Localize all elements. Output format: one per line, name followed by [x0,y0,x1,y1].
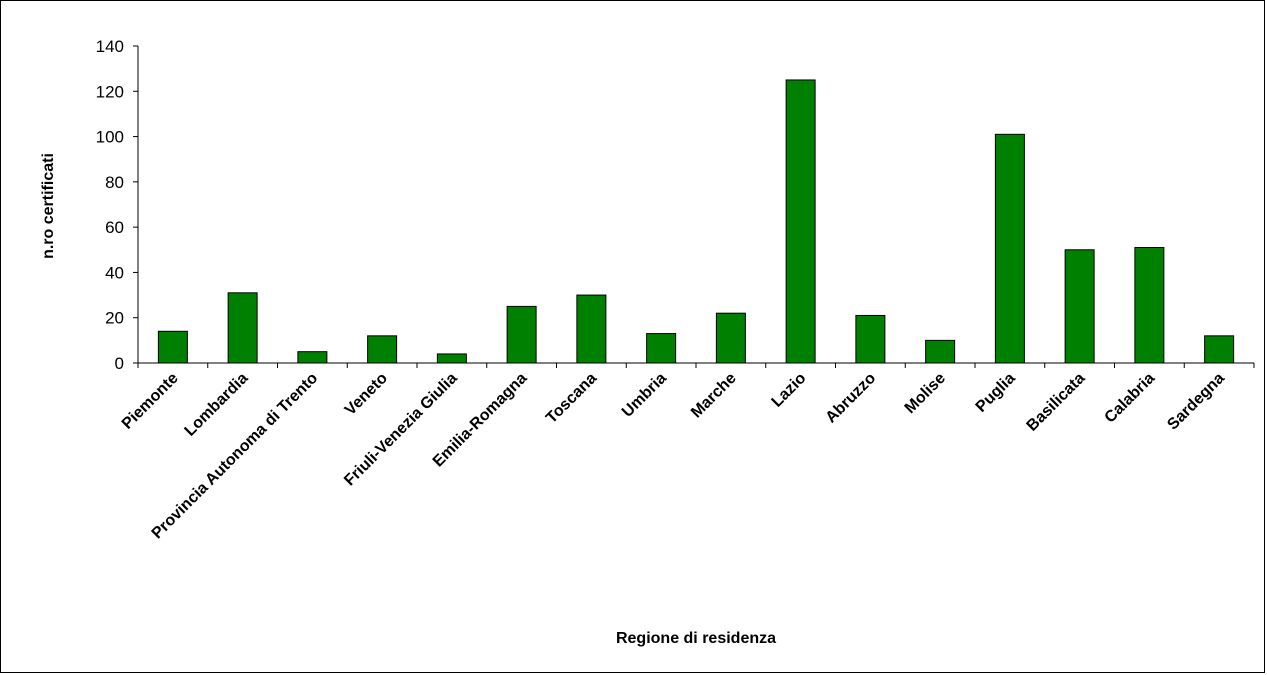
x-category-label: Puglia [973,370,1019,416]
x-category-label: Umbria [619,370,670,421]
y-tick-label: 140 [96,37,124,56]
y-tick-label: 40 [105,263,124,282]
bar-veneto [367,335,398,364]
y-tick-label: 0 [115,354,124,373]
y-tick-label: 120 [96,82,124,101]
bar-friuli-venezia-giulia [436,353,467,364]
x-category-label: Piemonte [119,370,182,433]
y-axis-title: n.ro certificati [40,153,57,259]
x-category-label: Calabria [1102,370,1159,427]
x-category-label: Friuli-Venezia Giulia [341,370,461,490]
x-category-label: Abruzzo [823,370,880,427]
x-category-label: Marche [688,370,740,422]
x-axis-title: Regione di residenza [616,630,776,647]
bar-calabria [1134,247,1165,364]
bar-umbria [646,333,677,364]
x-category-label: Molise [902,370,949,417]
x-category-label: Lazio [769,370,810,411]
bar-molise [925,339,956,364]
y-tick-label: 80 [105,173,124,192]
bar-provincia-autonoma-di-trento [297,351,328,364]
x-category-label: Lombardia [182,370,252,440]
bar-piemonte [157,330,188,364]
y-tick-label: 60 [105,218,124,237]
bar-abruzzo [855,314,886,364]
x-category-label: Basilicata [1024,370,1089,435]
bar-emilia-romagna [506,305,537,364]
x-category-label: Veneto [342,370,391,419]
y-tick-label: 100 [96,128,124,147]
bar-toscana [576,294,607,364]
bar-lombardia [227,292,258,364]
bar-lazio [785,79,816,364]
bar-basilicata [1064,249,1095,364]
y-tick-label: 20 [105,309,124,328]
x-category-label: Sardegna [1164,370,1228,434]
y-axis-ticks: 0 20 40 60 80 100 120 140 [96,37,138,373]
bar-puglia [994,133,1025,364]
x-axis-ticks [137,363,1255,368]
bar-sardegna [1204,335,1235,364]
bars [157,79,1235,364]
x-category-label: Toscana [543,370,600,427]
bar-marche [715,312,746,364]
